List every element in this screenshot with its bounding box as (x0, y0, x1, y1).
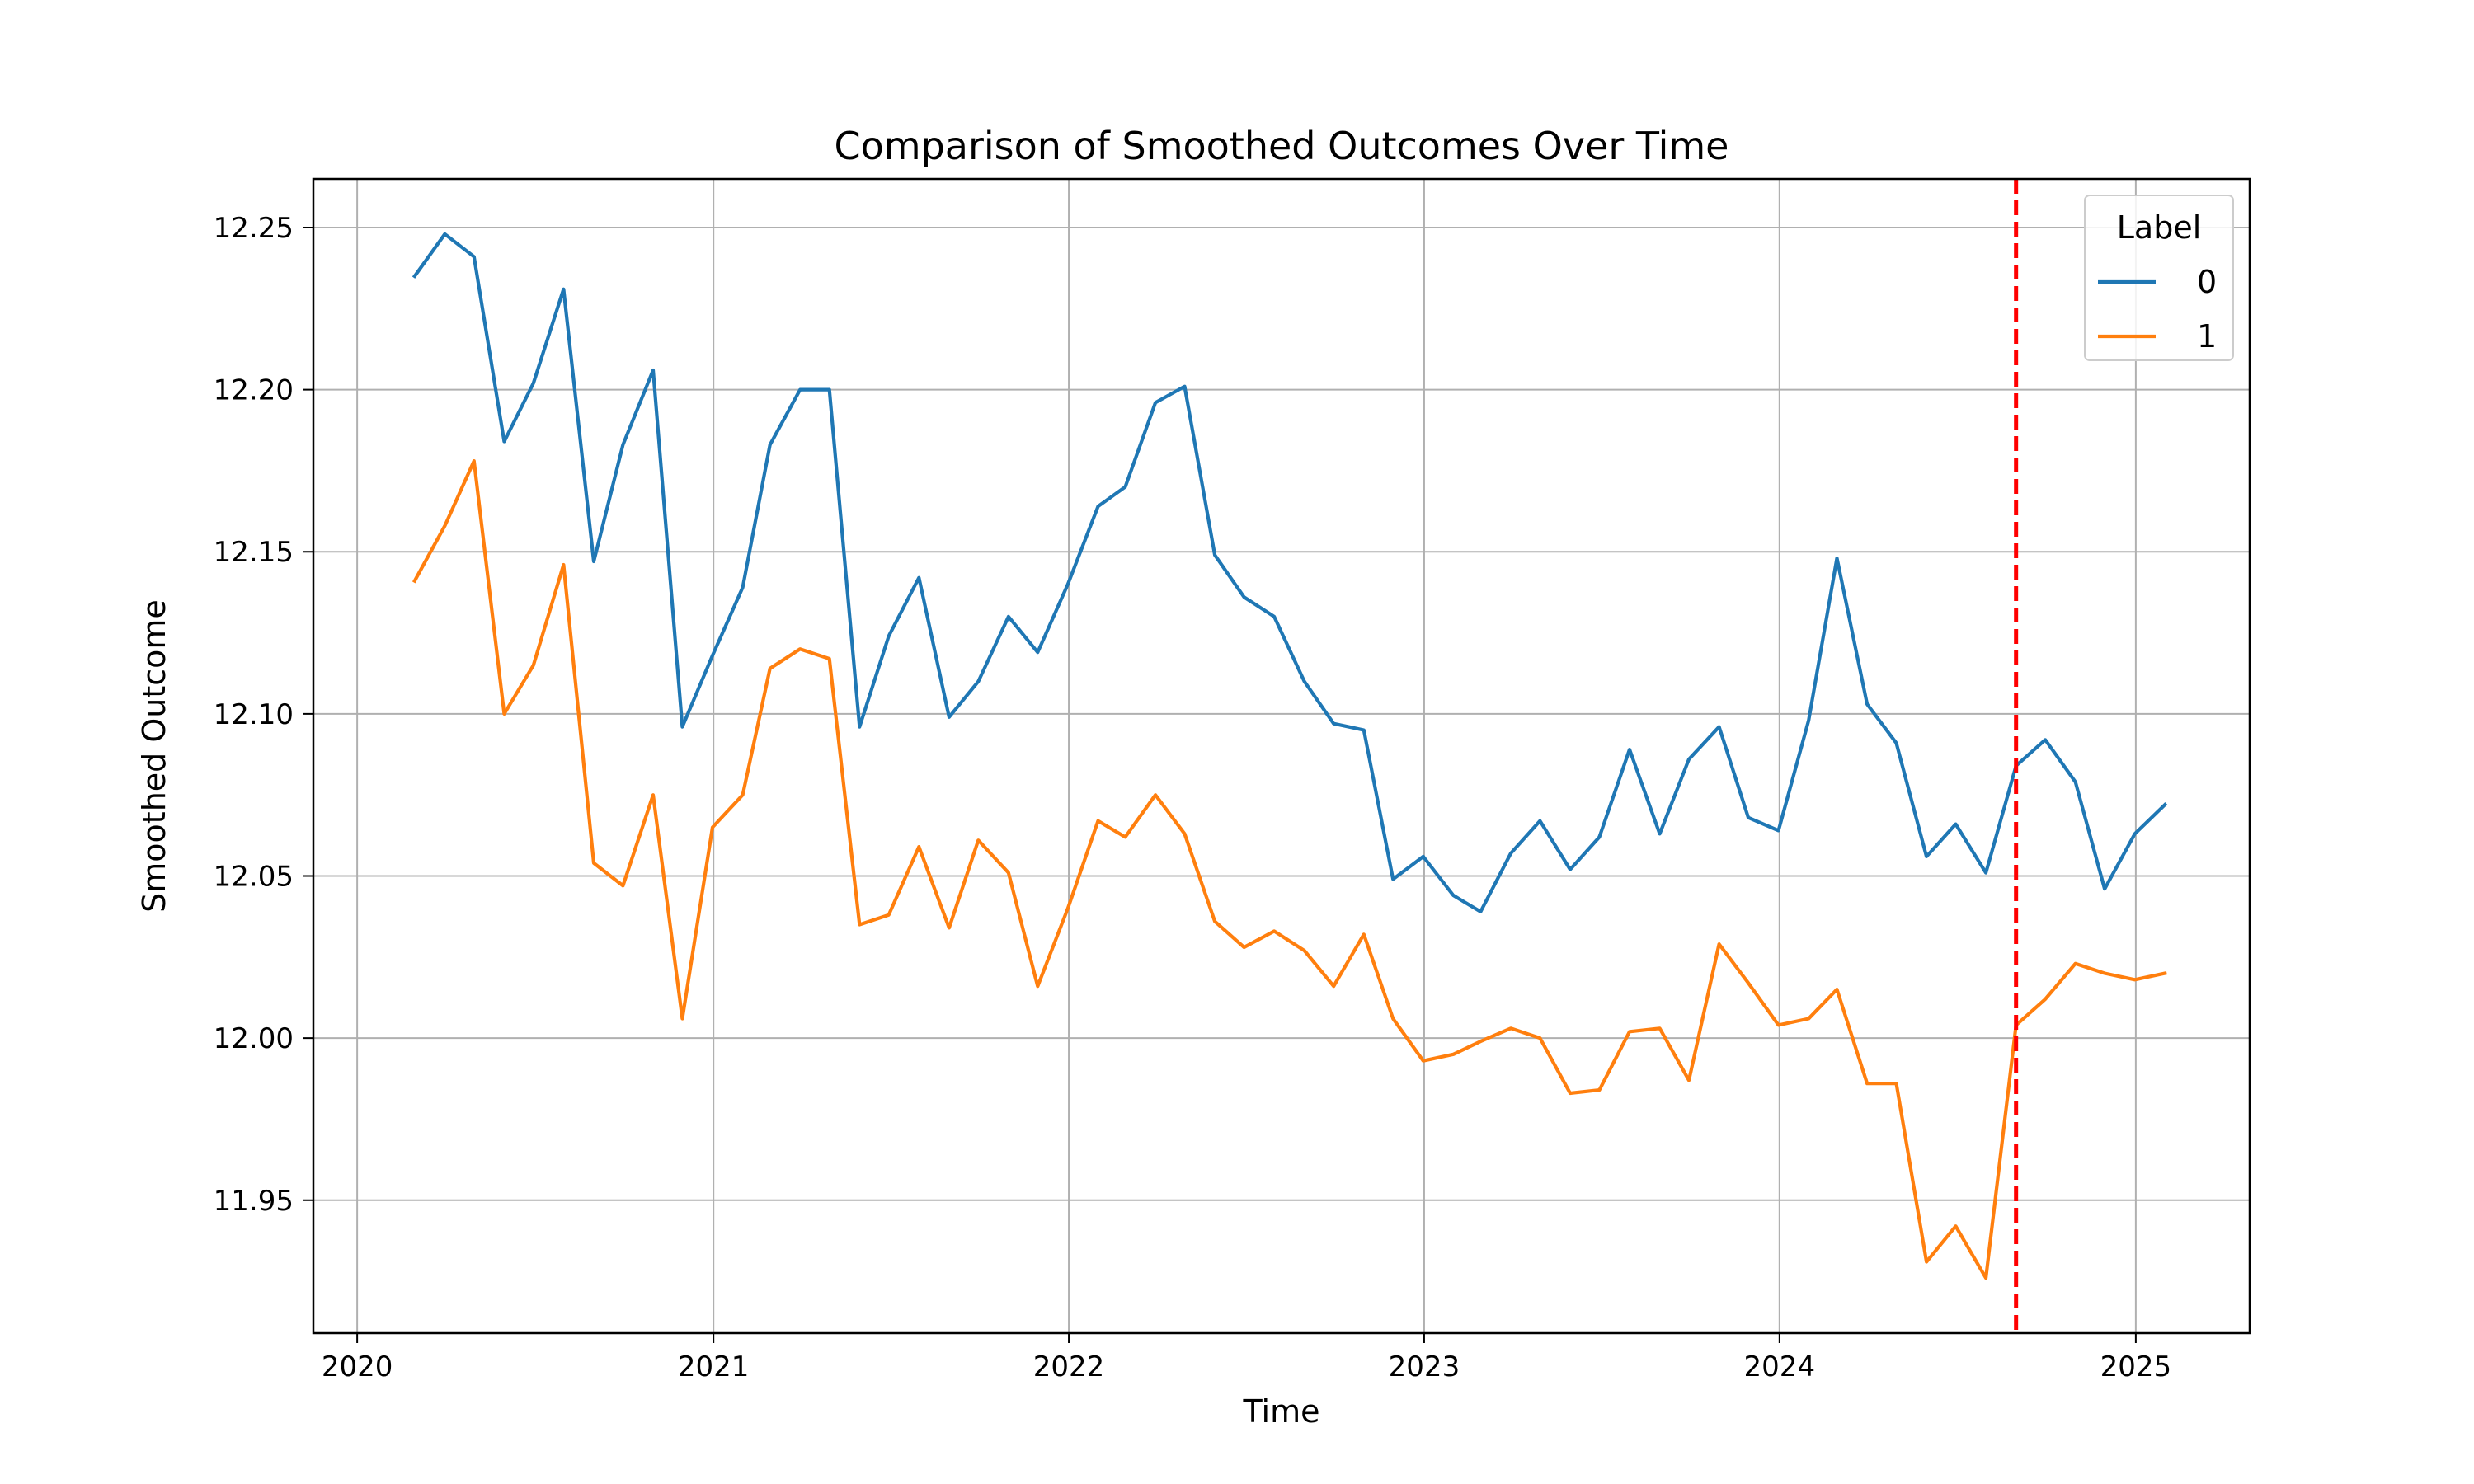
x-tick-label: 2025 (2100, 1350, 2172, 1383)
x-tick-label: 2022 (1033, 1350, 1105, 1383)
y-tick-label: 12.15 (214, 536, 294, 569)
x-axis-label: Time (1243, 1393, 1320, 1430)
legend-entry-0: 0 (2197, 264, 2217, 300)
y-tick-label: 12.20 (214, 374, 294, 407)
legend-entry-1: 1 (2197, 318, 2217, 355)
y-tick-label: 12.05 (214, 861, 294, 894)
x-tick-label: 2024 (1744, 1350, 1816, 1383)
plot-frame (312, 177, 2251, 1335)
axis-ticks: 2020 2021 2022 2023 2024 2025 11.95 12.00 12.05 1… (214, 212, 2171, 1383)
legend-title: Label (2117, 209, 2202, 246)
x-tick-label: 2021 (678, 1350, 750, 1383)
legend-box (2084, 195, 2234, 361)
y-tick-label: 12.25 (214, 212, 294, 245)
grid-lines (313, 179, 2250, 1333)
legend: Label 0 1 (2084, 195, 2234, 361)
x-tick-label: 2020 (322, 1350, 393, 1383)
y-axis-label: Smoothed Outcome (136, 599, 172, 913)
series-lines (412, 232, 2168, 1280)
x-tick-label: 2023 (1389, 1350, 1460, 1383)
y-tick-label: 11.95 (214, 1185, 294, 1218)
series-line-0 (412, 232, 2168, 913)
y-tick-label: 12.10 (214, 698, 294, 731)
series-line-1 (412, 458, 2167, 1280)
chart-title: Comparison of Smoothed Outcomes Over Tim… (835, 124, 1729, 168)
y-tick-label: 12.00 (214, 1022, 294, 1055)
